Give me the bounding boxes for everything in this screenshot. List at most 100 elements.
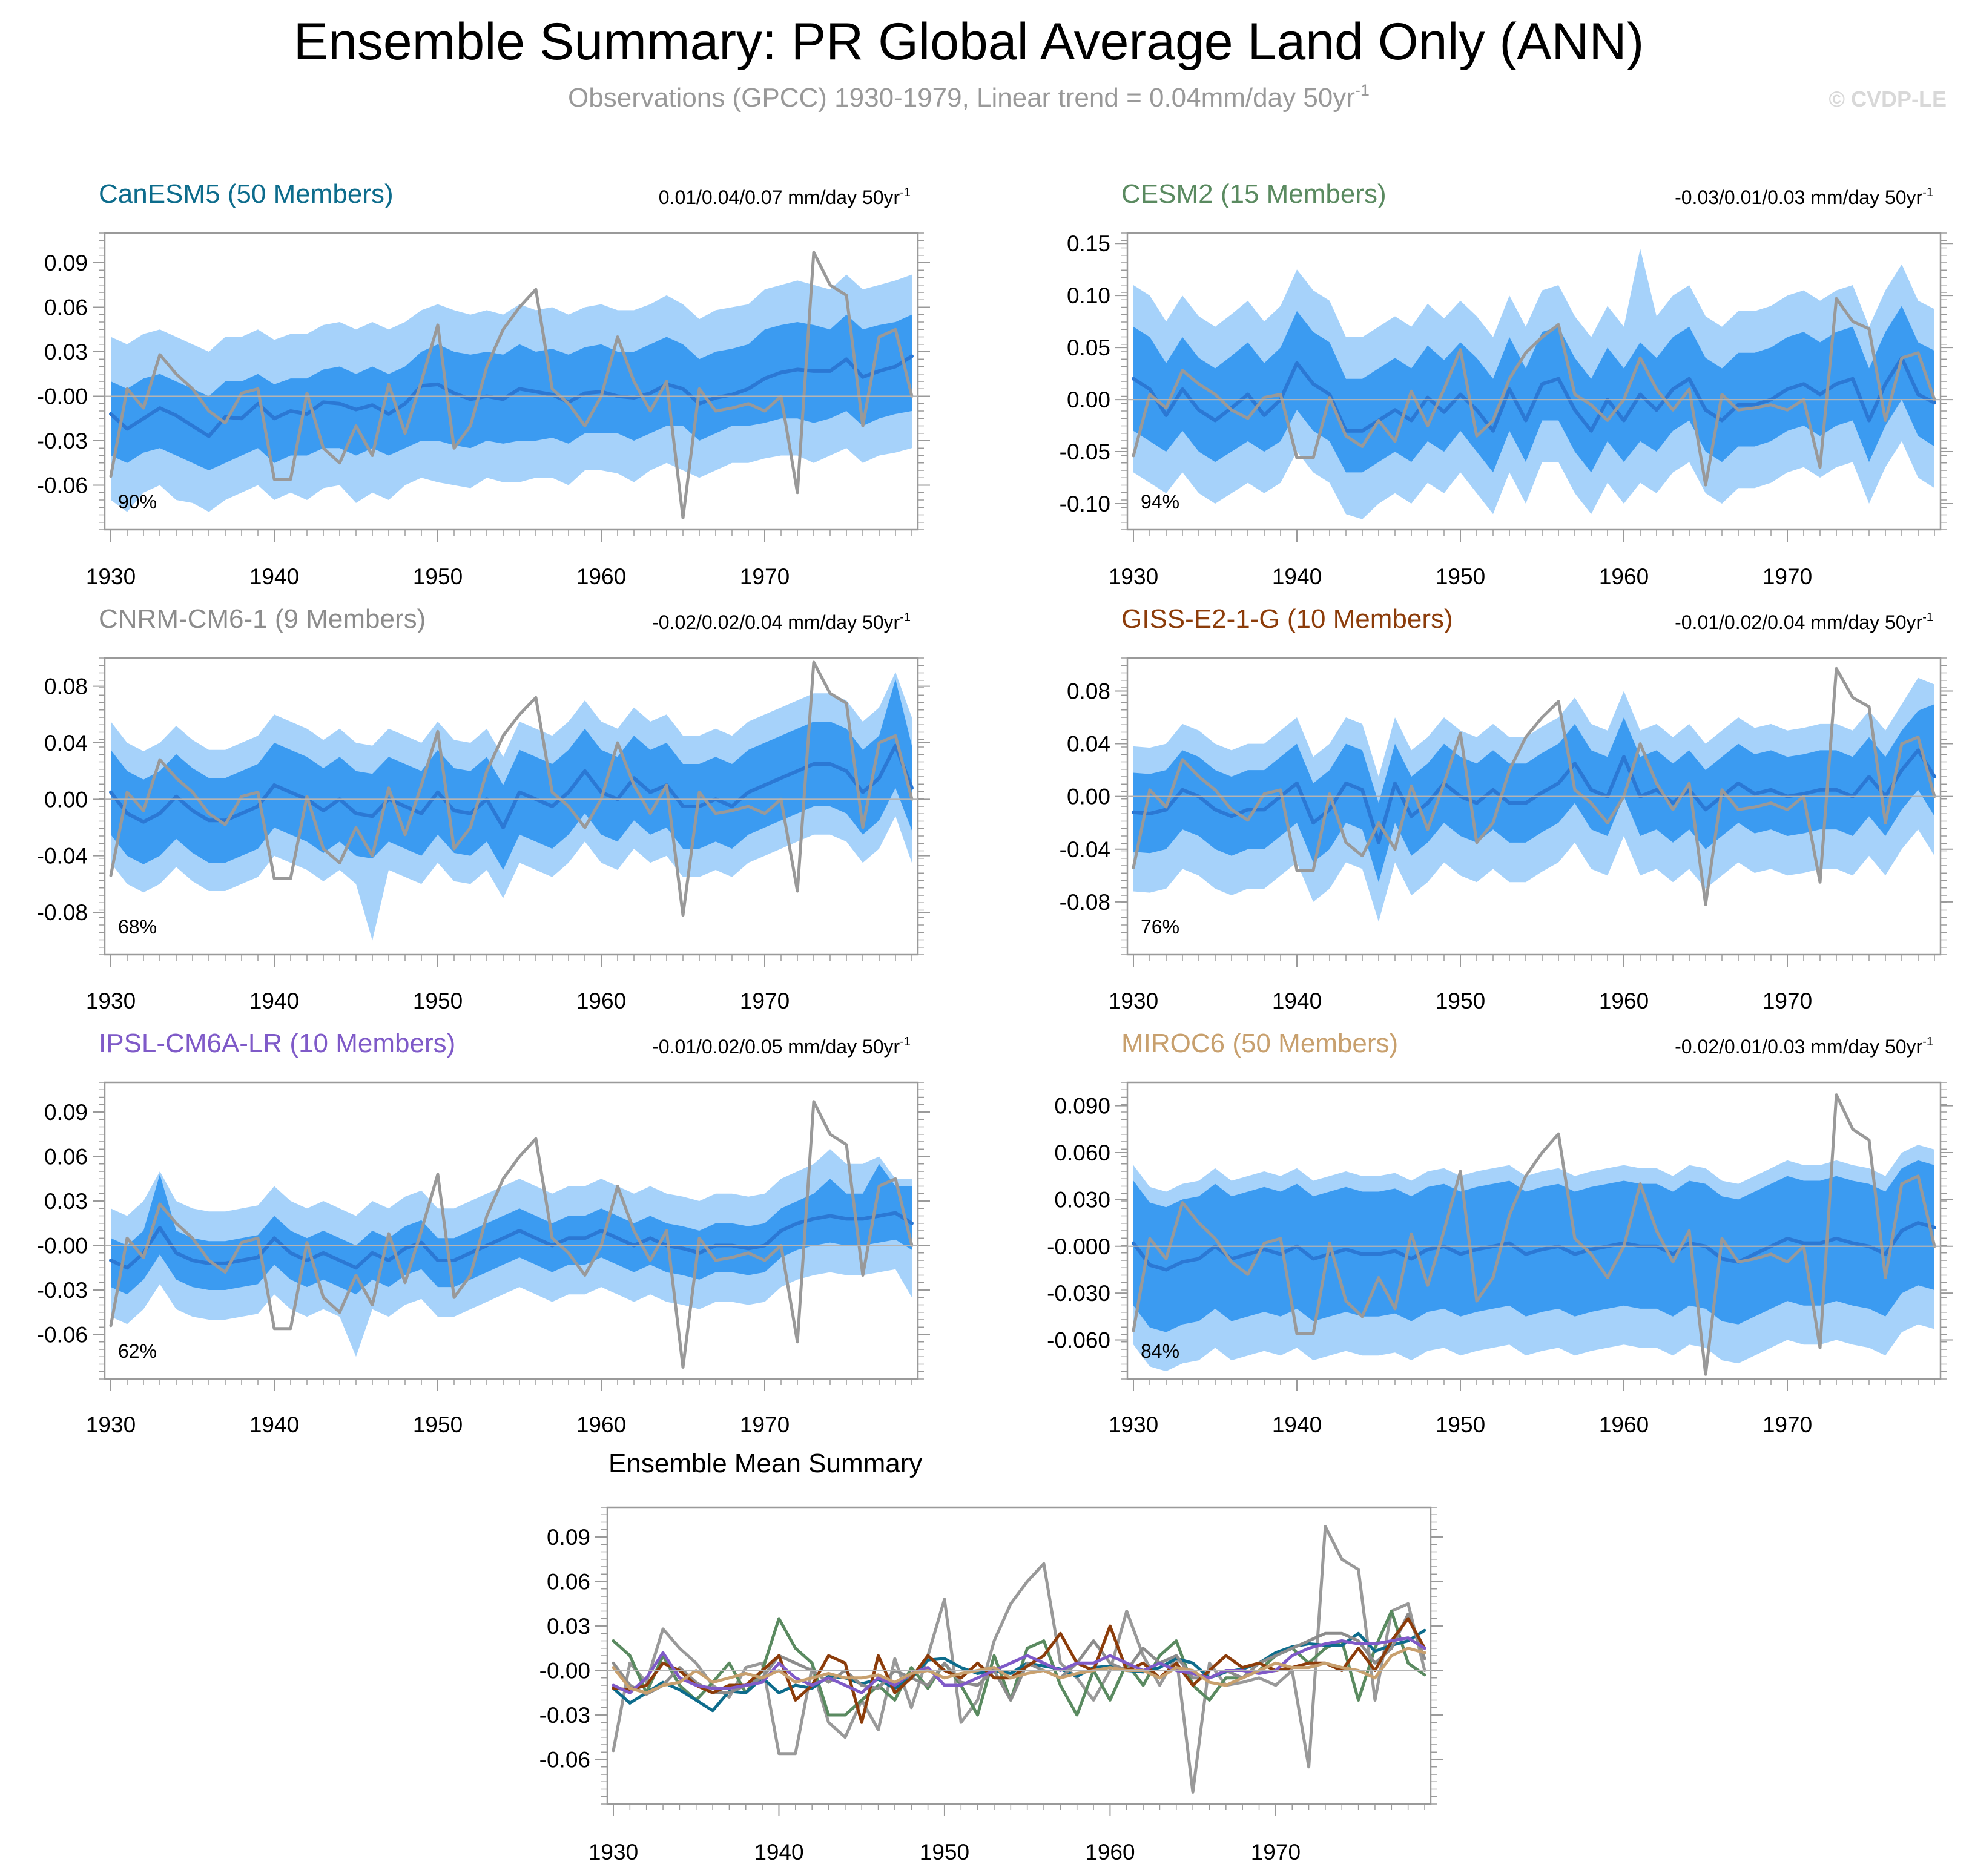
y-tick-label: 0.03 bbox=[44, 340, 88, 364]
observations-line bbox=[1132, 297, 1936, 487]
y-tick-label: -0.00 bbox=[539, 1659, 590, 1683]
y-tick-label: -0.000 bbox=[1047, 1234, 1110, 1259]
x-tick-label: 1930 bbox=[1109, 564, 1158, 589]
summary-canesm5-line bbox=[612, 1628, 1426, 1713]
x-tick-label: 1960 bbox=[576, 989, 626, 1013]
y-tick-label: -0.03 bbox=[37, 429, 88, 453]
y-tick-label: -0.060 bbox=[1047, 1328, 1110, 1353]
x-tick-label: 1960 bbox=[1599, 1412, 1649, 1437]
subtitle-superscript: -1 bbox=[1355, 81, 1370, 99]
panel-data-layer bbox=[105, 660, 918, 941]
observations-line bbox=[109, 251, 914, 519]
inner-spread-band bbox=[1133, 704, 1934, 883]
x-tick-label: 1950 bbox=[413, 989, 463, 1013]
panel-trend: -0.01/0.02/0.05 mm/day 50yr-1 bbox=[652, 1035, 911, 1058]
panel-title: IPSL-CM6A-LR (10 Members) bbox=[99, 1029, 455, 1058]
x-tick-label: 1930 bbox=[1109, 1412, 1158, 1437]
y-tick-label: -0.030 bbox=[1047, 1281, 1110, 1306]
panel-data-layer bbox=[105, 251, 918, 519]
y-tick-label: -0.06 bbox=[539, 1748, 590, 1772]
y-tick-label: -0.05 bbox=[1060, 439, 1110, 464]
plots-layer: 0.09 0.06 0.03 -0.00 -0.03 -0.06 1930 1940 1950 1… bbox=[37, 179, 1953, 1864]
x-tick-label: 1950 bbox=[1436, 989, 1485, 1013]
panel-data-layer bbox=[1127, 666, 1941, 922]
x-tick-label: 1970 bbox=[740, 989, 790, 1013]
inner-spread-band bbox=[111, 1163, 912, 1295]
summary-ipsl-cm6a-lr-line bbox=[612, 1636, 1426, 1694]
y-tick-label: 0.04 bbox=[1067, 732, 1110, 757]
panel-trend-text: -0.02/0.02/0.04 mm/day 50yr bbox=[652, 611, 900, 633]
summary-observations-line bbox=[612, 1525, 1426, 1794]
panel-giss-e2-1-g: 0.08 0.04 0.00 -0.04 -0.08 1930 1940 1950 1960 19… bbox=[1060, 604, 1953, 1013]
x-tick-label: 1960 bbox=[1599, 989, 1649, 1013]
y-tick-label: 0.06 bbox=[44, 295, 88, 320]
x-tick-label: 1940 bbox=[249, 989, 299, 1013]
figure-title: Ensemble Summary: PR Global Average Land… bbox=[294, 13, 1644, 71]
panel-trend-text: 0.01/0.04/0.07 mm/day 50yr bbox=[659, 186, 900, 208]
panel-trend-superscript: -1 bbox=[900, 1035, 911, 1048]
y-tick-label: -0.04 bbox=[37, 844, 88, 869]
x-tick-label: 1930 bbox=[1109, 989, 1158, 1013]
y-tick-label: 0.15 bbox=[1067, 231, 1110, 256]
x-tick-label: 1950 bbox=[920, 1840, 969, 1864]
panel-canesm5: 0.09 0.06 0.03 -0.00 -0.03 -0.06 1930 1940 1950 1… bbox=[37, 179, 930, 589]
panel-percent: 68% bbox=[118, 916, 157, 938]
y-tick-label: 0.08 bbox=[44, 674, 88, 699]
panel-title: CESM2 (15 Members) bbox=[1121, 179, 1387, 209]
panel-trend: 0.01/0.04/0.07 mm/day 50yr-1 bbox=[659, 186, 911, 208]
panel-trend-text: -0.01/0.02/0.04 mm/day 50yr bbox=[1675, 611, 1922, 633]
observations-line bbox=[109, 1100, 914, 1369]
subtitle-text: Observations (GPCC) 1930-1979, Linear tr… bbox=[568, 83, 1355, 113]
panel-trend-text: -0.01/0.02/0.05 mm/day 50yr bbox=[652, 1036, 900, 1058]
y-tick-label: 0.09 bbox=[44, 251, 88, 275]
panel-ipsl-cm6a-lr: 0.09 0.06 0.03 -0.00 -0.03 -0.06 1930 1940 1950 1… bbox=[37, 1029, 930, 1437]
y-tick-label: 0.05 bbox=[1067, 335, 1110, 360]
panel-percent: 94% bbox=[1141, 491, 1179, 513]
y-tick-label: 0.060 bbox=[1054, 1140, 1110, 1165]
x-tick-label: 1930 bbox=[589, 1840, 638, 1864]
panel-data-layer bbox=[1127, 248, 1941, 519]
y-tick-label: -0.04 bbox=[1060, 837, 1110, 862]
panel-percent: 84% bbox=[1141, 1340, 1179, 1362]
panel-trend: -0.02/0.01/0.03 mm/day 50yr-1 bbox=[1675, 1035, 1933, 1058]
panel-title: CNRM-CM6-1 (9 Members) bbox=[99, 604, 426, 634]
y-tick-label: 0.09 bbox=[44, 1100, 88, 1125]
x-tick-label: 1930 bbox=[86, 989, 136, 1013]
x-tick-label: 1970 bbox=[1763, 1412, 1812, 1437]
y-tick-label: -0.08 bbox=[1060, 890, 1110, 915]
x-tick-label: 1970 bbox=[740, 564, 790, 589]
panel-percent: 90% bbox=[118, 491, 157, 513]
panel-percent: 62% bbox=[118, 1340, 157, 1362]
figure-subtitle: Observations (GPCC) 1930-1979, Linear tr… bbox=[568, 81, 1370, 113]
y-tick-label: 0.00 bbox=[44, 787, 88, 812]
summary-cesm2-line bbox=[612, 1610, 1426, 1717]
y-tick-label: -0.03 bbox=[37, 1278, 88, 1303]
x-tick-label: 1940 bbox=[754, 1840, 803, 1864]
panel-trend: -0.02/0.02/0.04 mm/day 50yr-1 bbox=[652, 611, 911, 633]
y-tick-label: 0.00 bbox=[1067, 387, 1110, 412]
x-tick-label: 1960 bbox=[1085, 1840, 1135, 1864]
panel-trend-text: -0.02/0.01/0.03 mm/day 50yr bbox=[1675, 1036, 1922, 1058]
panel-trend-text: -0.03/0.01/0.03 mm/day 50yr bbox=[1675, 186, 1922, 208]
summary-title: Ensemble Mean Summary bbox=[608, 1449, 922, 1478]
watermark: © CVDP-LE bbox=[1829, 87, 1947, 111]
panel-data-layer bbox=[1127, 1093, 1941, 1376]
observations-line bbox=[1132, 1093, 1936, 1376]
x-tick-label: 1940 bbox=[249, 1412, 299, 1437]
x-tick-label: 1940 bbox=[1272, 989, 1322, 1013]
panel-data-layer bbox=[105, 1100, 918, 1369]
y-tick-label: 0.03 bbox=[44, 1189, 88, 1214]
ensemble-mean-line bbox=[109, 1211, 914, 1270]
y-tick-label: -0.03 bbox=[539, 1703, 590, 1728]
x-tick-label: 1950 bbox=[1436, 1412, 1485, 1437]
x-tick-label: 1950 bbox=[1436, 564, 1485, 589]
y-tick-label: 0.030 bbox=[1054, 1187, 1110, 1212]
panel-miroc6: 0.090 0.060 0.030 -0.000 -0.030 -0.060 1930 194… bbox=[1047, 1029, 1953, 1437]
panel-title: MIROC6 (50 Members) bbox=[1121, 1029, 1398, 1058]
x-tick-label: 1930 bbox=[86, 564, 136, 589]
summary-data-layer bbox=[607, 1525, 1431, 1794]
x-tick-label: 1950 bbox=[413, 564, 463, 589]
x-tick-label: 1960 bbox=[1599, 564, 1649, 589]
